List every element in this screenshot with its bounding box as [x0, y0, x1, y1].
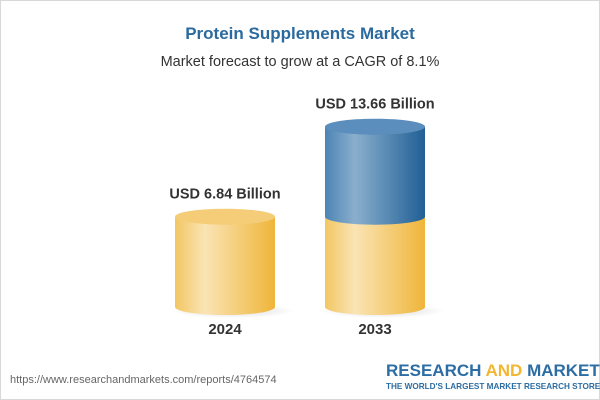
chart-title: Protein Supplements Market: [185, 24, 415, 43]
source-url[interactable]: https://www.researchandmarkets.com/repor…: [10, 374, 277, 386]
category-label-2033: 2033: [358, 321, 391, 338]
bar-2033-growth-segment: [325, 126, 425, 225]
data-label-2033: USD 13.66 Billion: [315, 97, 434, 113]
bar-2033-base-segment: [325, 216, 425, 315]
bar-2024-top: [175, 208, 275, 225]
bar-2024-body: [175, 216, 275, 315]
bar-2033-top: [325, 118, 425, 135]
category-label-2024: 2024: [208, 321, 242, 338]
data-label-2024: USD 6.84 Billion: [169, 187, 280, 203]
research-and-markets-logo: RESEARCH AND MARKETS THE WORLD'S LARGEST…: [386, 361, 600, 391]
chart-subtitle: Market forecast to grow at a CAGR of 8.1…: [160, 54, 440, 70]
